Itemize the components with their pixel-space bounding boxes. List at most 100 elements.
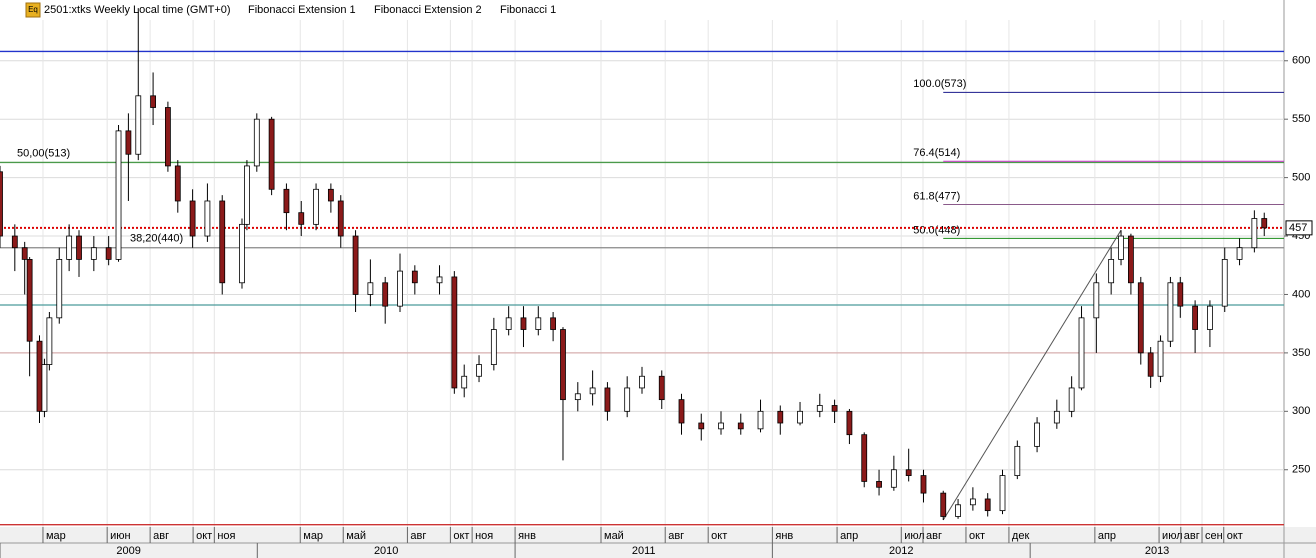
- candle-body: [1192, 305, 1199, 330]
- candle-body: [1014, 445, 1021, 476]
- candle-body: [1078, 317, 1085, 389]
- candle-body: [737, 422, 744, 430]
- candle-body: [244, 165, 250, 225]
- study-name[interactable]: Fibonacci Extension 1: [248, 4, 356, 16]
- candle-body: [920, 475, 927, 494]
- candle-body: [150, 95, 156, 108]
- candle-body: [411, 270, 418, 284]
- x-tick-label: апр: [1098, 530, 1116, 542]
- candle-body: [890, 469, 897, 488]
- candle-body: [589, 387, 596, 395]
- candle-body: [505, 317, 512, 330]
- candle-body: [560, 329, 566, 401]
- candle-body: [90, 247, 97, 260]
- candle-body: [1147, 352, 1154, 377]
- candle-body: [21, 247, 28, 260]
- candle-body: [11, 235, 18, 249]
- symbol-icon[interactable]: [25, 2, 41, 18]
- candle-body: [797, 410, 803, 424]
- x-tick-label: мар: [46, 530, 66, 542]
- year-label: 2011: [632, 545, 656, 557]
- candle-body: [955, 504, 961, 517]
- x-tick-label: янв: [775, 530, 793, 542]
- x-tick-label: июл: [904, 530, 925, 542]
- candle-body: [41, 364, 48, 412]
- candle-body: [698, 422, 705, 430]
- candle-body: [1261, 218, 1268, 229]
- x-tick-label: окт: [969, 530, 985, 542]
- x-tick-label: сен: [1205, 530, 1223, 542]
- candle-body: [382, 282, 389, 307]
- x-tick-label: окт: [453, 530, 469, 542]
- year-label: 2013: [1145, 545, 1169, 557]
- x-tick-label: авг: [153, 530, 169, 542]
- fib-label: 100.0(573): [913, 78, 966, 90]
- candle-body: [253, 118, 260, 167]
- candle-body: [115, 130, 122, 260]
- candle-body: [816, 405, 823, 412]
- candle-body: [574, 393, 581, 401]
- year-label: 2012: [889, 545, 913, 557]
- candle-body: [1236, 247, 1243, 260]
- candle-body: [204, 200, 211, 237]
- candle-body: [905, 469, 912, 476]
- candle-body: [367, 282, 374, 295]
- candle-body: [1128, 235, 1134, 284]
- candle-body: [678, 399, 685, 424]
- candle-body: [940, 492, 947, 517]
- x-tick-label: авг: [410, 530, 426, 542]
- candle-body: [76, 235, 82, 260]
- candle-body: [490, 329, 497, 365]
- symbol-title[interactable]: 2501:xtks Weekly Local time (GMT+0): [44, 4, 231, 16]
- candle-body: [46, 317, 53, 365]
- x-tick-label: дек: [1012, 530, 1030, 542]
- candle-body: [1221, 259, 1228, 307]
- level-label: 38,20(440): [130, 233, 183, 245]
- x-tick-label: апр: [840, 530, 858, 542]
- candle-body: [999, 475, 1006, 512]
- candle-body: [1167, 282, 1174, 342]
- candle-body: [846, 410, 853, 436]
- candle-body: [397, 270, 403, 307]
- candle-body: [105, 247, 112, 260]
- y-tick-label: 350: [1292, 347, 1310, 359]
- candle-body: [520, 317, 527, 330]
- x-tick-label: авг: [1184, 530, 1200, 542]
- candle-body: [1093, 282, 1100, 319]
- candle-body: [1108, 259, 1115, 284]
- candle-body: [56, 259, 63, 319]
- candle-body: [219, 200, 226, 284]
- candle-body: [535, 317, 542, 330]
- trend-line: [942, 229, 1122, 521]
- candle-body: [451, 276, 458, 389]
- candle-body: [36, 340, 43, 412]
- fib-label: 61.8(477): [913, 190, 960, 202]
- candle-body: [436, 276, 443, 284]
- x-tick-label: май: [604, 530, 624, 542]
- candle-body: [757, 410, 764, 430]
- candle-body: [1068, 387, 1075, 412]
- y-tick-label: 250: [1292, 464, 1310, 476]
- study-name[interactable]: Fibonacci 1: [500, 4, 556, 16]
- x-tick-label: окт: [711, 530, 727, 542]
- candle-body: [268, 118, 275, 190]
- candle-body: [189, 200, 196, 237]
- candle-body: [1053, 410, 1060, 424]
- candle-body: [461, 375, 468, 389]
- candle-body: [327, 188, 334, 202]
- candle-body: [283, 188, 290, 214]
- x-tick-label: май: [346, 530, 366, 542]
- study-name[interactable]: Fibonacci Extension 2: [374, 4, 482, 16]
- x-tick-label: авг: [668, 530, 684, 542]
- candle-body: [239, 223, 245, 284]
- candle-body: [831, 405, 838, 412]
- candle-body: [639, 375, 645, 389]
- last-price-box: [1285, 220, 1313, 236]
- x-tick-label: ноя: [217, 530, 235, 542]
- candle-body: [861, 434, 868, 482]
- year-label: 2010: [374, 545, 398, 557]
- candle-body: [26, 259, 33, 342]
- candle-body: [1034, 422, 1040, 447]
- last-price-label: 457: [1289, 222, 1307, 234]
